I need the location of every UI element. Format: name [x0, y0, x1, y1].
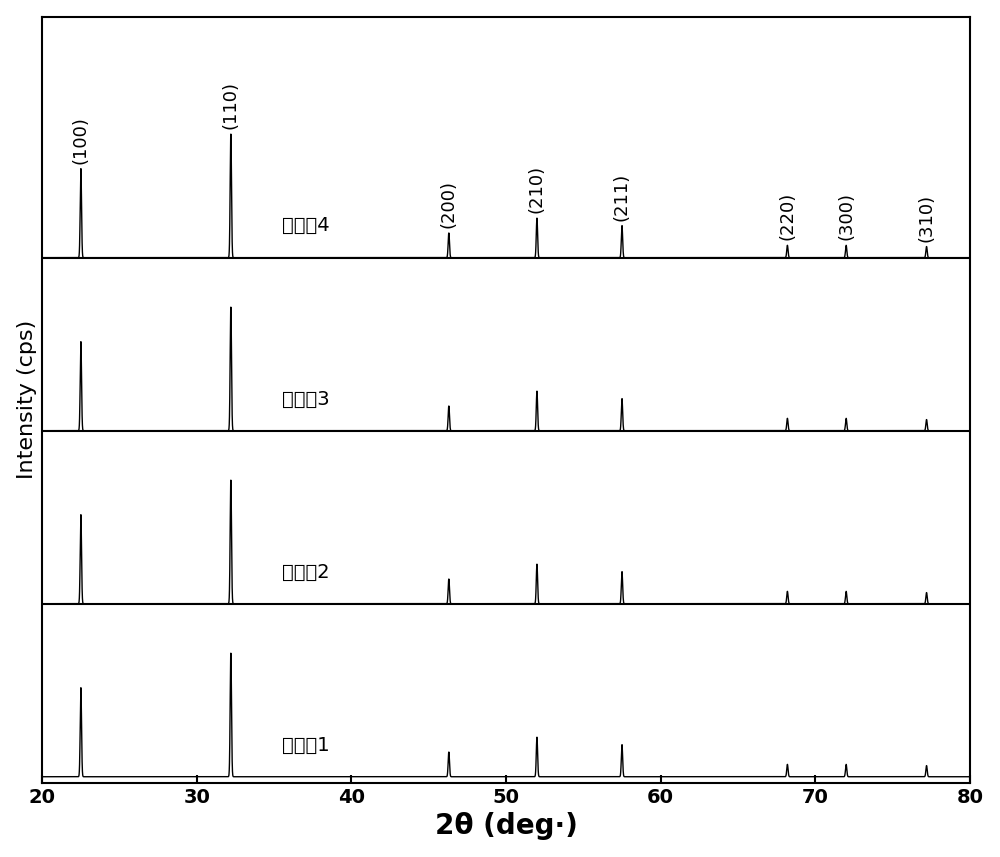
Y-axis label: Intensity (cps): Intensity (cps): [17, 321, 37, 479]
Text: 实施例3: 实施例3: [282, 389, 329, 409]
Text: 实施例2: 实施例2: [282, 562, 329, 581]
Text: (211): (211): [613, 172, 631, 220]
Text: (110): (110): [222, 81, 240, 129]
Text: (210): (210): [528, 165, 546, 213]
Text: (220): (220): [778, 192, 796, 240]
Text: (200): (200): [440, 180, 458, 228]
X-axis label: 2θ (deg·): 2θ (deg·): [435, 812, 577, 841]
Text: (300): (300): [837, 192, 855, 240]
Text: 实施例4: 实施例4: [282, 217, 329, 236]
Text: 实施例1: 实施例1: [282, 735, 329, 754]
Text: (310): (310): [918, 194, 936, 242]
Text: (100): (100): [72, 116, 90, 164]
